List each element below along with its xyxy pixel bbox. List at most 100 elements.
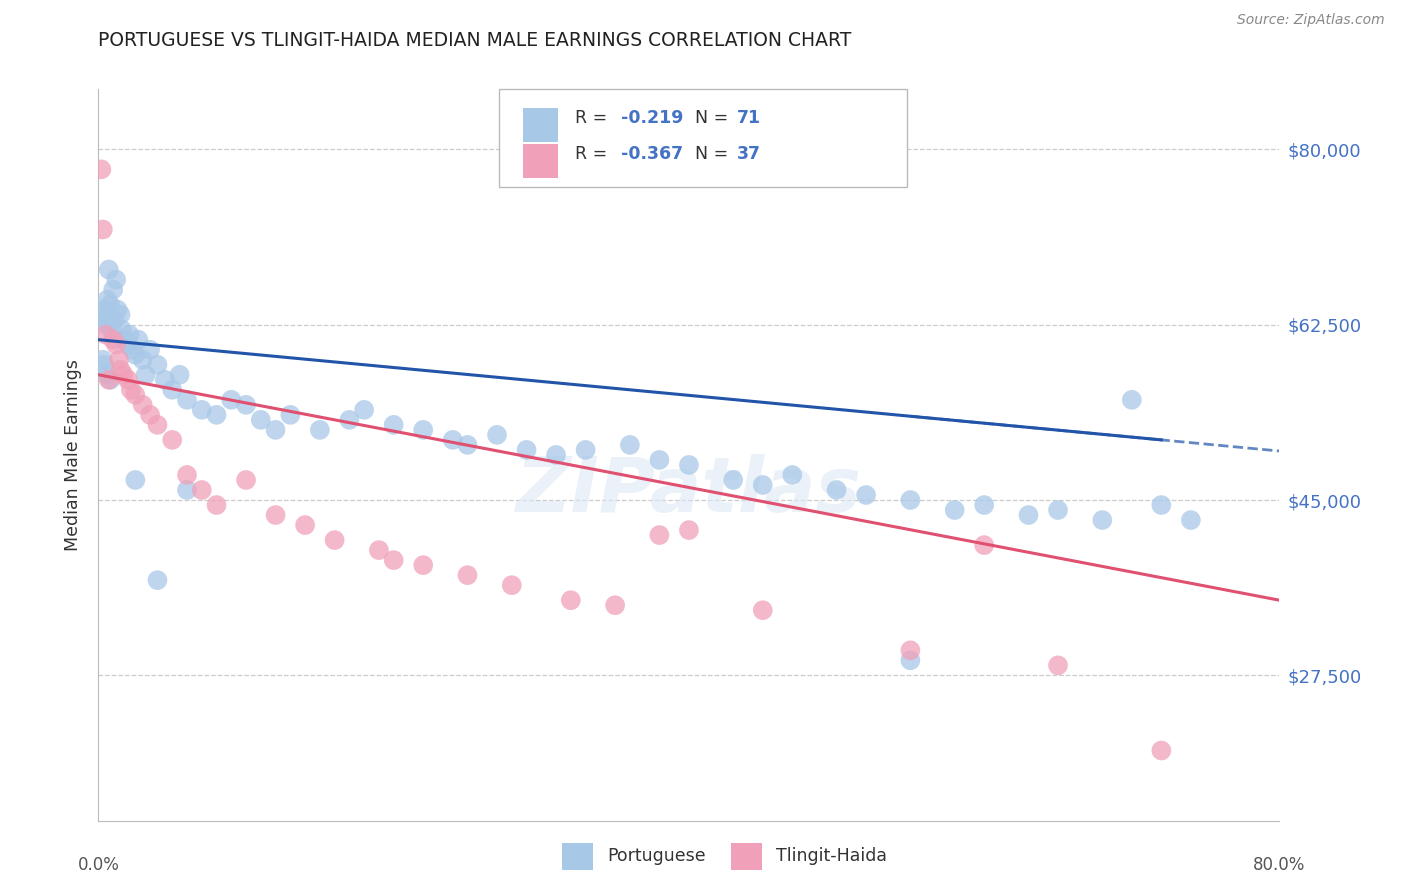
Point: [412, 558, 434, 573]
Point: [1180, 513, 1202, 527]
Point: [648, 528, 671, 542]
Point: [973, 498, 995, 512]
Point: [456, 568, 478, 582]
Point: [574, 442, 596, 457]
Point: [110, 363, 132, 377]
Point: [221, 392, 243, 407]
Y-axis label: Median Male Earnings: Median Male Earnings: [65, 359, 83, 551]
Point: [118, 327, 141, 342]
Point: [97, 373, 120, 387]
Point: [486, 428, 509, 442]
Point: [98, 298, 121, 312]
Point: [107, 302, 129, 317]
Point: [91, 352, 114, 367]
Point: [501, 578, 523, 592]
Point: [309, 423, 332, 437]
Point: [94, 308, 117, 322]
Point: [412, 423, 434, 437]
Point: [1017, 508, 1039, 522]
Point: [96, 293, 118, 307]
Point: [339, 413, 360, 427]
Point: [124, 348, 146, 362]
Text: Source: ZipAtlas.com: Source: ZipAtlas.com: [1237, 13, 1385, 28]
Point: [516, 442, 538, 457]
Point: [973, 538, 995, 552]
Point: [100, 323, 122, 337]
Point: [1121, 392, 1143, 407]
Point: [103, 333, 125, 347]
Text: 37: 37: [737, 145, 761, 163]
Text: R =: R =: [575, 145, 613, 163]
Point: [146, 358, 169, 372]
Point: [97, 262, 120, 277]
Point: [205, 408, 228, 422]
Point: [368, 543, 391, 558]
Text: 0.0%: 0.0%: [77, 855, 120, 873]
Point: [162, 383, 183, 397]
Text: 80.0%: 80.0%: [1253, 855, 1306, 873]
Point: [1150, 498, 1173, 512]
Point: [619, 438, 641, 452]
Point: [93, 302, 115, 317]
Point: [353, 402, 375, 417]
Point: [91, 312, 114, 326]
Point: [751, 603, 773, 617]
Point: [105, 272, 128, 286]
Point: [1046, 658, 1069, 673]
Point: [900, 493, 922, 508]
Point: [169, 368, 191, 382]
Point: [191, 402, 214, 417]
Point: [648, 453, 671, 467]
Point: [162, 433, 183, 447]
Point: [191, 483, 214, 497]
Point: [127, 333, 149, 347]
Point: [124, 388, 146, 402]
Point: [120, 383, 142, 397]
Point: [264, 508, 287, 522]
Point: [546, 448, 568, 462]
Point: [678, 458, 700, 472]
Point: [146, 417, 169, 432]
Point: [93, 358, 115, 372]
Point: [114, 333, 136, 347]
Point: [678, 523, 700, 537]
Point: [605, 598, 627, 612]
Point: [124, 473, 146, 487]
Point: [900, 653, 922, 667]
Point: [323, 533, 346, 547]
Point: [121, 343, 143, 357]
Point: [825, 483, 848, 497]
Point: [108, 352, 131, 367]
Point: [153, 373, 176, 387]
Point: [382, 417, 405, 432]
Point: [176, 392, 198, 407]
Point: [782, 467, 804, 482]
Point: [235, 398, 257, 412]
Point: [751, 478, 773, 492]
Point: [900, 643, 922, 657]
Point: [90, 162, 112, 177]
Point: [117, 373, 139, 387]
Point: [278, 408, 302, 422]
Text: 71: 71: [737, 109, 761, 127]
Point: [1091, 513, 1114, 527]
Point: [441, 433, 464, 447]
Point: [139, 408, 162, 422]
Point: [943, 503, 966, 517]
Point: [250, 413, 273, 427]
Point: [135, 368, 157, 382]
Point: [105, 337, 128, 351]
Point: [91, 222, 114, 236]
Text: -0.367: -0.367: [621, 145, 683, 163]
Text: Tlingit-Haida: Tlingit-Haida: [776, 847, 887, 865]
Point: [855, 488, 877, 502]
Point: [1150, 743, 1173, 757]
Point: [235, 473, 257, 487]
Point: [146, 573, 169, 587]
Point: [560, 593, 582, 607]
Point: [103, 283, 125, 297]
Text: R =: R =: [575, 109, 613, 127]
Point: [117, 337, 139, 351]
Point: [456, 438, 478, 452]
Text: PORTUGUESE VS TLINGIT-HAIDA MEDIAN MALE EARNINGS CORRELATION CHART: PORTUGUESE VS TLINGIT-HAIDA MEDIAN MALE …: [98, 31, 852, 50]
